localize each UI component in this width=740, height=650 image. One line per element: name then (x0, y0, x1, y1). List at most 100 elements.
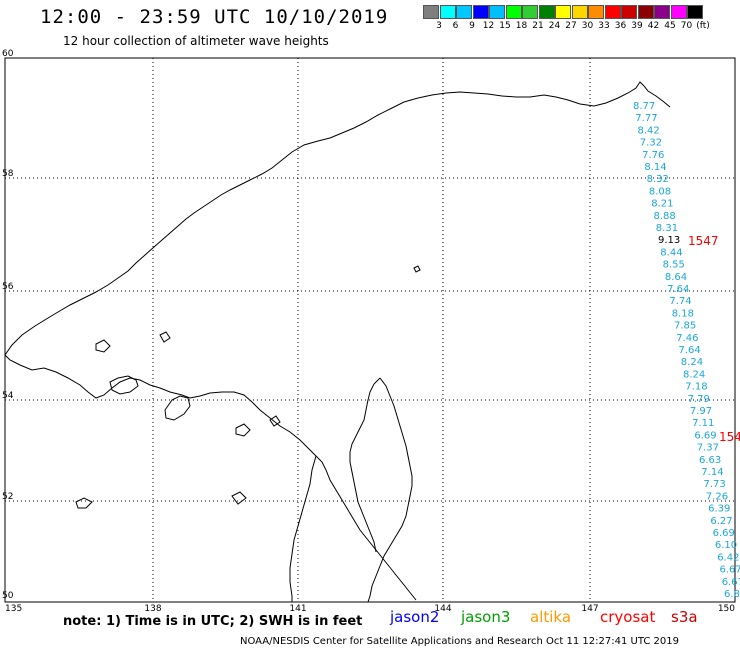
longitude-label: 135 (5, 604, 22, 614)
legend-swatch (489, 5, 505, 19)
legend-swatch (439, 5, 456, 19)
legend-swatch (670, 5, 687, 19)
wave-height-value: 8.18 (672, 308, 694, 319)
wave-height-value: 6.27 (710, 516, 732, 527)
wave-height-value: 8.88 (654, 211, 676, 222)
legend-label: 45 (664, 21, 676, 31)
wave-height-value: 8.24 (681, 357, 703, 368)
wave-height-value: 8.64 (665, 272, 687, 283)
wave-height-value: 7.37 (697, 443, 719, 454)
legend-label: 30 (581, 21, 594, 31)
legend-label: 18 (515, 21, 528, 31)
wave-height-value: 8.44 (660, 247, 682, 258)
wave-height-value: 8.31 (656, 223, 678, 234)
legend-swatch (654, 5, 670, 19)
legend-swatch (571, 5, 588, 19)
wave-height-value: 6.10 (715, 540, 737, 551)
wave-height-value: 8.32 (647, 174, 669, 185)
wave-height-value: 7.85 (674, 321, 696, 332)
legend-label: 24 (548, 21, 561, 31)
coastline-sakhalin-island (349, 377, 413, 603)
satellite-label-altika: altika (530, 608, 572, 626)
latitude-label: 56 (2, 282, 14, 292)
island-small-1 (235, 423, 251, 437)
latitude-label: 58 (2, 169, 14, 179)
wave-height-value: 7.74 (669, 296, 691, 307)
wave-height-value: 7.26 (706, 491, 728, 502)
island-small-3 (75, 497, 93, 509)
legend-swatch (423, 5, 439, 19)
island-feklistov (95, 339, 111, 353)
legend-label: 15 (499, 21, 511, 31)
wave-height-value: 6.69 (713, 528, 735, 539)
wave-height-value: 7.64 (667, 284, 689, 295)
wave-height-value: 6.67 (722, 577, 740, 588)
lat-lon-grid (5, 58, 735, 602)
color-legend: 3 6 9 12 15 18 21 24 27 30 33 36 39 42 45 70 (ft) (423, 5, 710, 33)
latitude-label: 52 (2, 492, 13, 502)
coastline-mainland (4, 81, 671, 356)
longitude-label: 144 (434, 604, 451, 614)
legend-swatch (472, 5, 489, 19)
legend-swatch (621, 5, 637, 19)
legend-swatch (522, 5, 538, 19)
wave-height-value: 7.46 (676, 333, 698, 344)
wave-height-value: 6.39 (708, 504, 730, 515)
altimeter-track: 8.777.778.42 7.327.768.148.328.08 8.218.88… (633, 101, 740, 600)
island-small-5 (159, 331, 171, 343)
legend-label: 6 (452, 21, 459, 31)
map-frame (4, 57, 736, 603)
wave-height-value: 8.77 (633, 101, 655, 112)
wave-height-value: 6.42 (717, 552, 739, 563)
footer-note: note: 1) Time is in UTC; 2) SWH is in fe… (63, 614, 363, 629)
wave-height-value: 7.77 (635, 113, 657, 124)
satellite-label-cryosat: cryosat (600, 608, 656, 626)
longitude-labels: 135 138 141 144 147 150 (5, 604, 735, 614)
latitude-label: 60 (2, 49, 14, 59)
island-shantar (109, 375, 139, 395)
wave-height-value: 8.42 (638, 125, 660, 136)
latitude-label: 54 (2, 391, 14, 401)
legend-swatch (555, 5, 571, 19)
legend-swatch (456, 5, 472, 19)
pass-time-label: 1547 (688, 234, 719, 248)
page-subtitle: 12 hour collection of altimeter wave hei… (63, 34, 329, 48)
wave-height-value: 7.79 (688, 394, 710, 405)
satellite-label-jason3: jason3 (461, 608, 511, 626)
legend-label: (ft) (696, 21, 710, 31)
island-bolshoy (164, 395, 191, 421)
wave-height-value: 7.14 (701, 467, 723, 478)
wave-height-value: 8.21 (651, 199, 673, 210)
pass-time-labels: 1547 154 (688, 234, 740, 444)
wave-height-value: 8.08 (649, 186, 671, 197)
legend-label: 36 (614, 21, 627, 31)
wave-height-value: 8.14 (644, 162, 666, 173)
wave-height-value: 7.64 (679, 345, 701, 356)
legend-swatch (588, 5, 604, 19)
legend-labels: 3 6 9 12 15 18 21 24 27 30 33 36 39 42 45 70 (ft) (423, 19, 710, 33)
legend-label: 39 (631, 21, 643, 31)
wave-height-value: 6.69 (694, 430, 716, 441)
coastline (4, 81, 671, 603)
longitude-label: 138 (144, 604, 161, 614)
wave-height-value: 6.63 (699, 455, 721, 466)
satellite-label-s3a: s3a (671, 608, 698, 626)
wave-height-value: 7.76 (642, 150, 664, 161)
coastline-sakhalin-bay (4, 354, 417, 601)
legend-label: 9 (469, 21, 475, 31)
page-title: 12:00 - 23:59 UTC 10/10/2019 (40, 6, 389, 28)
legend-label: 27 (565, 21, 577, 31)
legend-label: 33 (598, 21, 610, 31)
wave-height-value: 6.80 (724, 589, 740, 600)
island-small-2 (231, 491, 247, 505)
wave-height-value: 7.97 (690, 406, 712, 417)
wave-height-value: 7.18 (685, 382, 707, 393)
wave-height-value: 7.32 (640, 138, 662, 149)
longitude-label: 141 (289, 604, 306, 614)
latitude-labels: 60 58 56 54 52 50 (2, 49, 14, 601)
longitude-label: 150 (718, 604, 735, 614)
wave-height-value: 8.24 (683, 369, 705, 380)
pass-time-label: 154 (719, 430, 740, 444)
legend-swatch (505, 5, 522, 19)
